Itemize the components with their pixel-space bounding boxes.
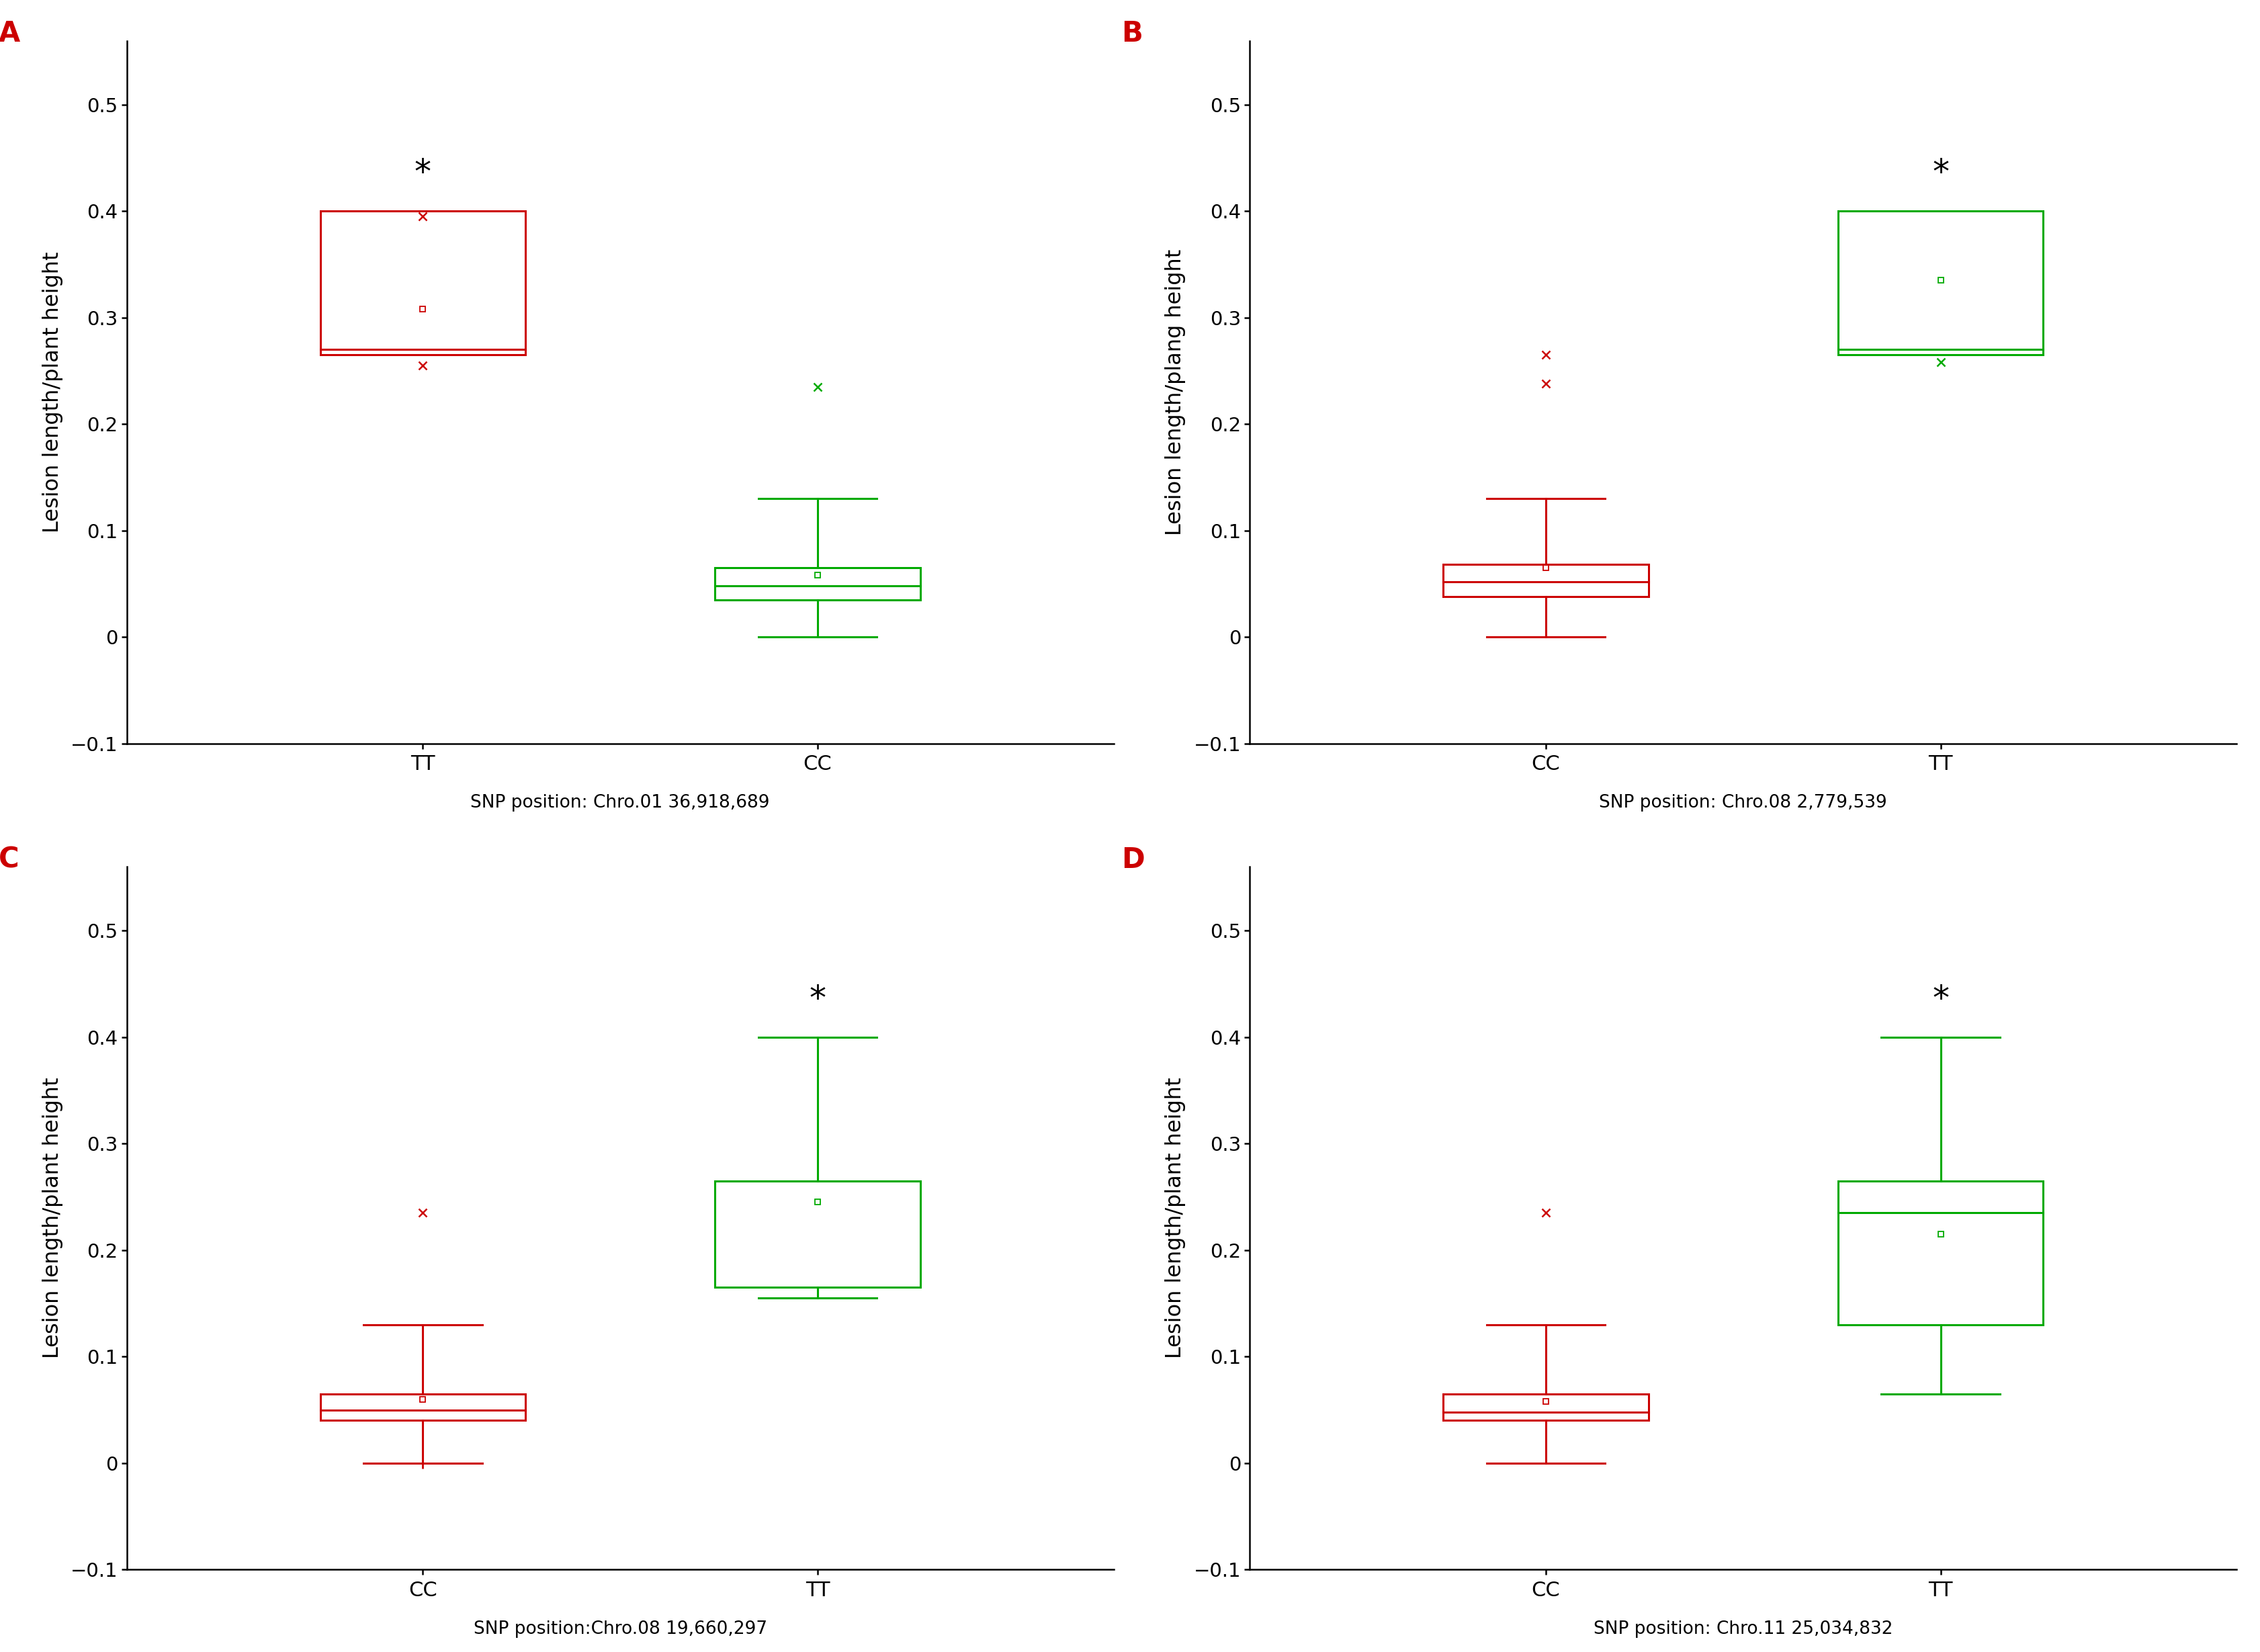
- FancyBboxPatch shape: [1837, 211, 2043, 355]
- Text: D: D: [1121, 846, 1146, 874]
- FancyBboxPatch shape: [714, 568, 920, 600]
- Text: SNP position: Chro.11 25,034,832: SNP position: Chro.11 25,034,832: [1593, 1621, 1894, 1637]
- Y-axis label: Lesion length/plant height: Lesion length/plant height: [43, 1077, 63, 1358]
- Text: A: A: [0, 20, 20, 48]
- Text: SNP position: Chro.08 2,779,539: SNP position: Chro.08 2,779,539: [1600, 795, 1887, 811]
- Text: *: *: [1932, 983, 1948, 1016]
- FancyBboxPatch shape: [1444, 565, 1648, 596]
- Text: *: *: [809, 983, 825, 1016]
- Text: *: *: [1932, 157, 1948, 190]
- FancyBboxPatch shape: [1837, 1181, 2043, 1325]
- FancyBboxPatch shape: [714, 1181, 920, 1287]
- Text: SNP position:Chro.08 19,660,297: SNP position:Chro.08 19,660,297: [472, 1621, 766, 1637]
- Y-axis label: Lesion length/plang height: Lesion length/plang height: [1166, 249, 1186, 535]
- Text: C: C: [0, 846, 18, 874]
- Text: B: B: [1121, 20, 1144, 48]
- Text: *: *: [414, 157, 432, 190]
- FancyBboxPatch shape: [321, 1394, 527, 1421]
- FancyBboxPatch shape: [321, 211, 527, 355]
- FancyBboxPatch shape: [1444, 1394, 1648, 1421]
- Y-axis label: Lesion length/plant height: Lesion length/plant height: [43, 251, 63, 532]
- Y-axis label: Lesion length/plant height: Lesion length/plant height: [1166, 1077, 1186, 1358]
- Text: SNP position: Chro.01 36,918,689: SNP position: Chro.01 36,918,689: [470, 795, 771, 811]
